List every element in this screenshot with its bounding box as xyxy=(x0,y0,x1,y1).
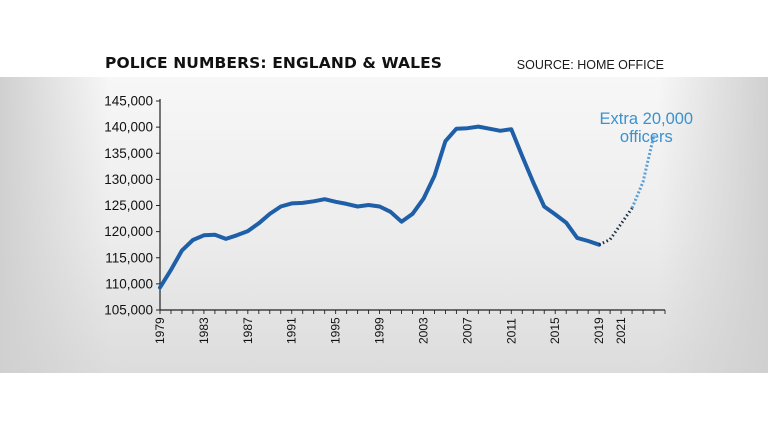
panel-shade-left xyxy=(0,77,110,373)
x-tick-label: 2011 xyxy=(504,318,518,344)
panel-shade-right xyxy=(658,77,768,373)
x-tick-label: 2007 xyxy=(460,317,474,344)
x-tick-label: 1999 xyxy=(373,317,387,344)
series-line-dotted xyxy=(598,207,634,247)
y-tick-label: 115,000 xyxy=(105,250,153,265)
y-tick-label: 140,000 xyxy=(104,120,153,135)
annotation-extra-officers: officers xyxy=(620,128,673,146)
y-tick-label: 110,000 xyxy=(105,276,153,291)
x-tick-label: 1987 xyxy=(241,317,255,344)
y-tick-label: 135,000 xyxy=(104,146,153,161)
chart-title: POLICE NUMBERS: ENGLAND & WALES xyxy=(105,54,443,72)
x-tick-label: 1991 xyxy=(285,317,299,344)
x-tick-label: 2003 xyxy=(416,317,430,344)
y-tick-label: 120,000 xyxy=(104,224,153,239)
x-tick-label: 1995 xyxy=(329,317,343,344)
x-tick-label: 1983 xyxy=(197,317,211,344)
y-tick-label: 125,000 xyxy=(104,198,153,213)
chart-source: SOURCE: HOME OFFICE xyxy=(516,58,664,72)
y-tick-label: 130,000 xyxy=(104,172,153,187)
chart-panel xyxy=(0,77,768,373)
series-line-solid xyxy=(158,124,602,290)
x-tick-label: 2021 xyxy=(614,317,628,344)
x-tick-label: 2019 xyxy=(592,317,606,344)
annotation-extra-officers: Extra 20,000 xyxy=(600,110,694,128)
x-tick-label: 2015 xyxy=(548,317,562,344)
x-tick-label: 1979 xyxy=(153,317,167,344)
y-tick-label: 145,000 xyxy=(104,94,153,109)
y-tick-label: 105,000 xyxy=(104,303,153,318)
series-line-dashed xyxy=(630,134,656,209)
